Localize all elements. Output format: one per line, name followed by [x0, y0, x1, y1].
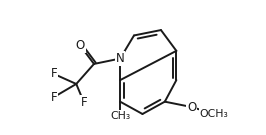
- Text: F: F: [51, 91, 57, 104]
- Text: O: O: [187, 101, 196, 114]
- Text: F: F: [81, 96, 87, 109]
- Text: N: N: [116, 52, 124, 65]
- Text: O: O: [76, 39, 85, 52]
- Text: F: F: [51, 68, 57, 80]
- Text: OCH₃: OCH₃: [200, 109, 228, 119]
- Text: CH₃: CH₃: [110, 111, 130, 121]
